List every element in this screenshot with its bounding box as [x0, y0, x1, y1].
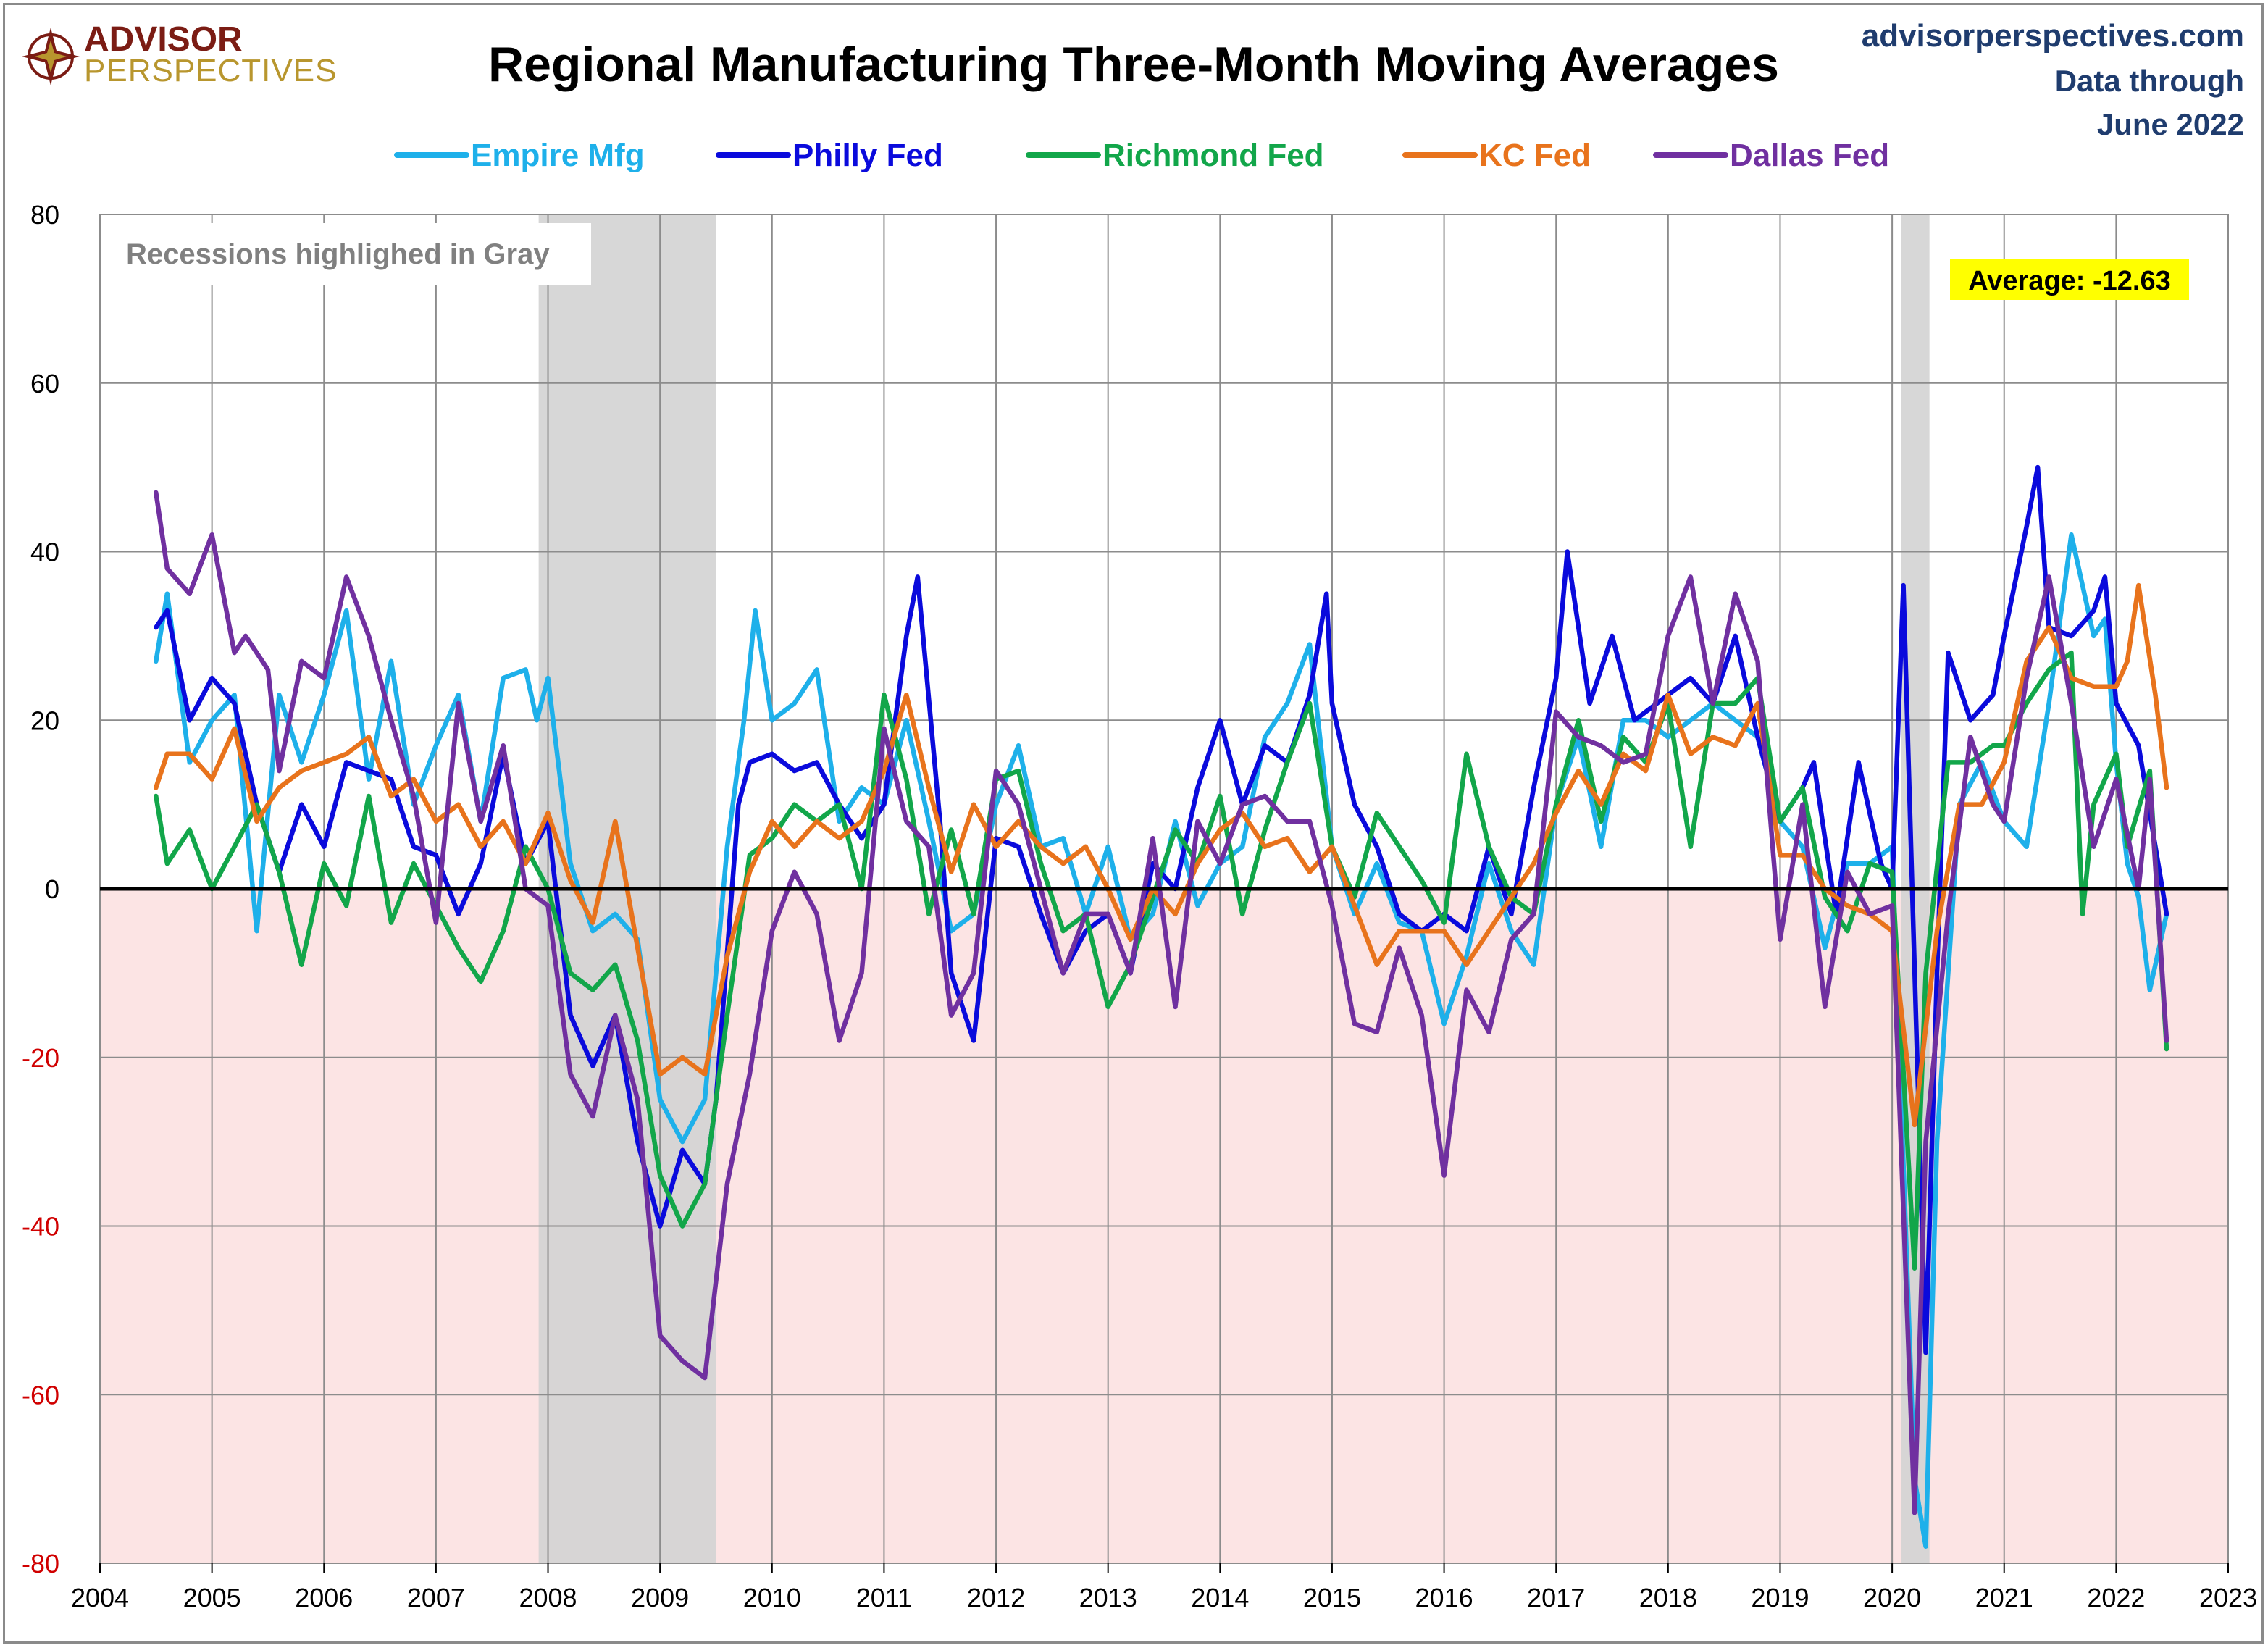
x-tick-label: 2021 [1975, 1583, 2033, 1613]
x-tick-label: 2008 [519, 1583, 577, 1613]
x-tick-label: 2019 [1751, 1583, 1809, 1613]
data-through-date: June 2022 [2097, 107, 2244, 141]
data-through-label: Data through [2055, 64, 2244, 98]
x-tick-label: 2022 [2087, 1583, 2145, 1613]
x-tick-label: 2006 [295, 1583, 353, 1613]
logo-line-2: PERSPECTIVES [84, 53, 337, 88]
legend-label-philly-fed: Philly Fed [792, 138, 943, 173]
plot-area: 80 60 40 20 0 -20 -40 -60 -80 2004 2005 2006 2007 200… [22, 200, 2257, 1613]
x-tick-label: 2009 [631, 1583, 689, 1613]
y-tick-label: 0 [45, 874, 59, 904]
advisor-perspectives-logo: ADVISOR PERSPECTIVES [22, 20, 337, 88]
x-tick-label: 2015 [1303, 1583, 1361, 1613]
series-line-richmond-fed [154, 650, 2169, 1271]
recession-note: Recessions highlighed in Gray [126, 238, 550, 270]
x-tick-label: 2012 [967, 1583, 1025, 1613]
series-line-philly-fed [154, 464, 2169, 1355]
x-tick-label: 2020 [1863, 1583, 1921, 1613]
series-line-dallas-fed [154, 490, 2169, 1515]
y-tick-label: 60 [30, 369, 59, 398]
x-tick-label: 2017 [1527, 1583, 1585, 1613]
x-tick-label: 2010 [743, 1583, 801, 1613]
series-line-kc-fed [154, 582, 2169, 1128]
x-tick-label: 2018 [1639, 1583, 1697, 1613]
x-tick-label: 2014 [1191, 1583, 1249, 1613]
recession-note-box [110, 223, 591, 285]
x-tick-label: 2005 [183, 1583, 241, 1613]
compass-icon [22, 28, 80, 85]
chart-frame [3, 3, 2264, 1644]
logo-line-1: ADVISOR [84, 20, 243, 59]
x-tick-label: 2016 [1415, 1583, 1473, 1613]
average-highlight [1950, 259, 2189, 300]
y-tick-label: -80 [22, 1549, 59, 1578]
x-tick-label: 2004 [71, 1583, 129, 1613]
x-tick-label: 2013 [1079, 1583, 1137, 1613]
y-tick-label: -40 [22, 1212, 59, 1242]
chart-title: Regional Manufacturing Three-Month Movin… [488, 37, 1779, 92]
y-tick-label: -60 [22, 1380, 59, 1410]
y-tick-label: 40 [30, 538, 59, 567]
legend-label-kc-fed: KC Fed [1479, 138, 1591, 173]
chart-legend: Empire Mfg Philly Fed Richmond Fed KC Fed Da… [394, 138, 1889, 173]
source-site: advisorperspectives.com [1862, 18, 2244, 54]
x-tick-label: 2007 [407, 1583, 465, 1613]
y-tick-label: 80 [30, 200, 59, 230]
average-label: Average: -12.63 [1968, 266, 2171, 296]
y-tick-label: -20 [22, 1043, 59, 1073]
legend-label-dallas-fed: Dallas Fed [1730, 138, 1889, 173]
legend-label-richmond-fed: Richmond Fed [1102, 138, 1324, 173]
y-tick-label: 20 [30, 706, 59, 735]
x-tick-label: 2023 [2199, 1583, 2257, 1613]
legend-label-empire-mfg: Empire Mfg [471, 138, 645, 173]
x-tick-label: 2011 [856, 1583, 912, 1613]
